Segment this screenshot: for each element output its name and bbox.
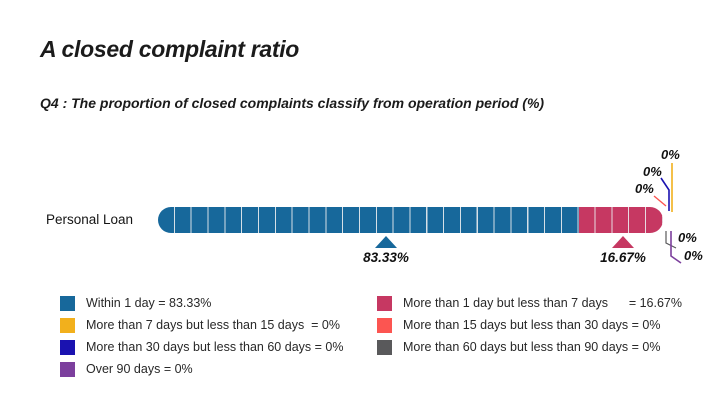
legend-item-1-to-7-days: More than 1 day but less than 7 days = 1… [377,296,682,311]
marker-triangle-blue [375,236,397,248]
pink-marker-value: 16.67% [600,250,646,265]
zero-callout-purple: 0% [684,248,703,263]
zero-callout-navy: 0% [643,164,662,179]
legend-swatch-purple [60,362,75,377]
leader-line-salmon [653,195,667,207]
legend-swatch-blue [60,296,75,311]
stacked-bar [158,207,663,233]
legend-swatch-navy [60,340,75,355]
legend-swatch-yellow [60,318,75,333]
zero-callout-salmon: 0% [635,181,654,196]
legend-swatch-crimson [377,296,392,311]
blue-marker-value: 83.33% [363,250,409,265]
legend-item-60-to-90-days: More than 60 days but less than 90 days … [377,340,660,355]
legend-item-15-to-30-days: More than 15 days but less than 30 days … [377,318,660,333]
bar-segment-within-1-day [158,207,579,233]
legend-item-30-to-60-days: More than 30 days but less than 60 days … [60,340,343,355]
legend-label: More than 30 days but less than 60 days … [86,340,344,354]
legend-label: Within 1 day = 83.33% [86,296,212,310]
category-label: Personal Loan [46,212,134,227]
legend-label: Over 90 days = 0% [86,362,193,376]
legend-label: More than 7 days but less than 15 days =… [86,318,340,332]
legend-item-over-90-days: Over 90 days = 0% [60,362,193,377]
legend-label: More than 60 days but less than 90 days … [403,340,661,354]
zero-callout-yellow: 0% [661,147,680,162]
legend-item-within-1-day: Within 1 day = 83.33% [60,296,211,311]
zero-callout-gray: 0% [678,230,697,245]
marker-triangle-pink [612,236,634,248]
page-title: A closed complaint ratio [40,36,300,62]
legend-label: More than 1 day but less than 7 days = 1… [403,296,682,310]
legend-swatch-salmon [377,318,392,333]
page-subtitle: Q4 : The proportion of closed complaints… [40,95,545,111]
legend-swatch-gray [377,340,392,355]
leader-line-gray [665,231,677,249]
legend-item-7-to-15-days: More than 7 days but less than 15 days =… [60,318,340,333]
bar-segment-more-than-1-day-but-less-than-7-days [578,207,663,233]
legend-label: More than 15 days but less than 30 days … [403,318,661,332]
